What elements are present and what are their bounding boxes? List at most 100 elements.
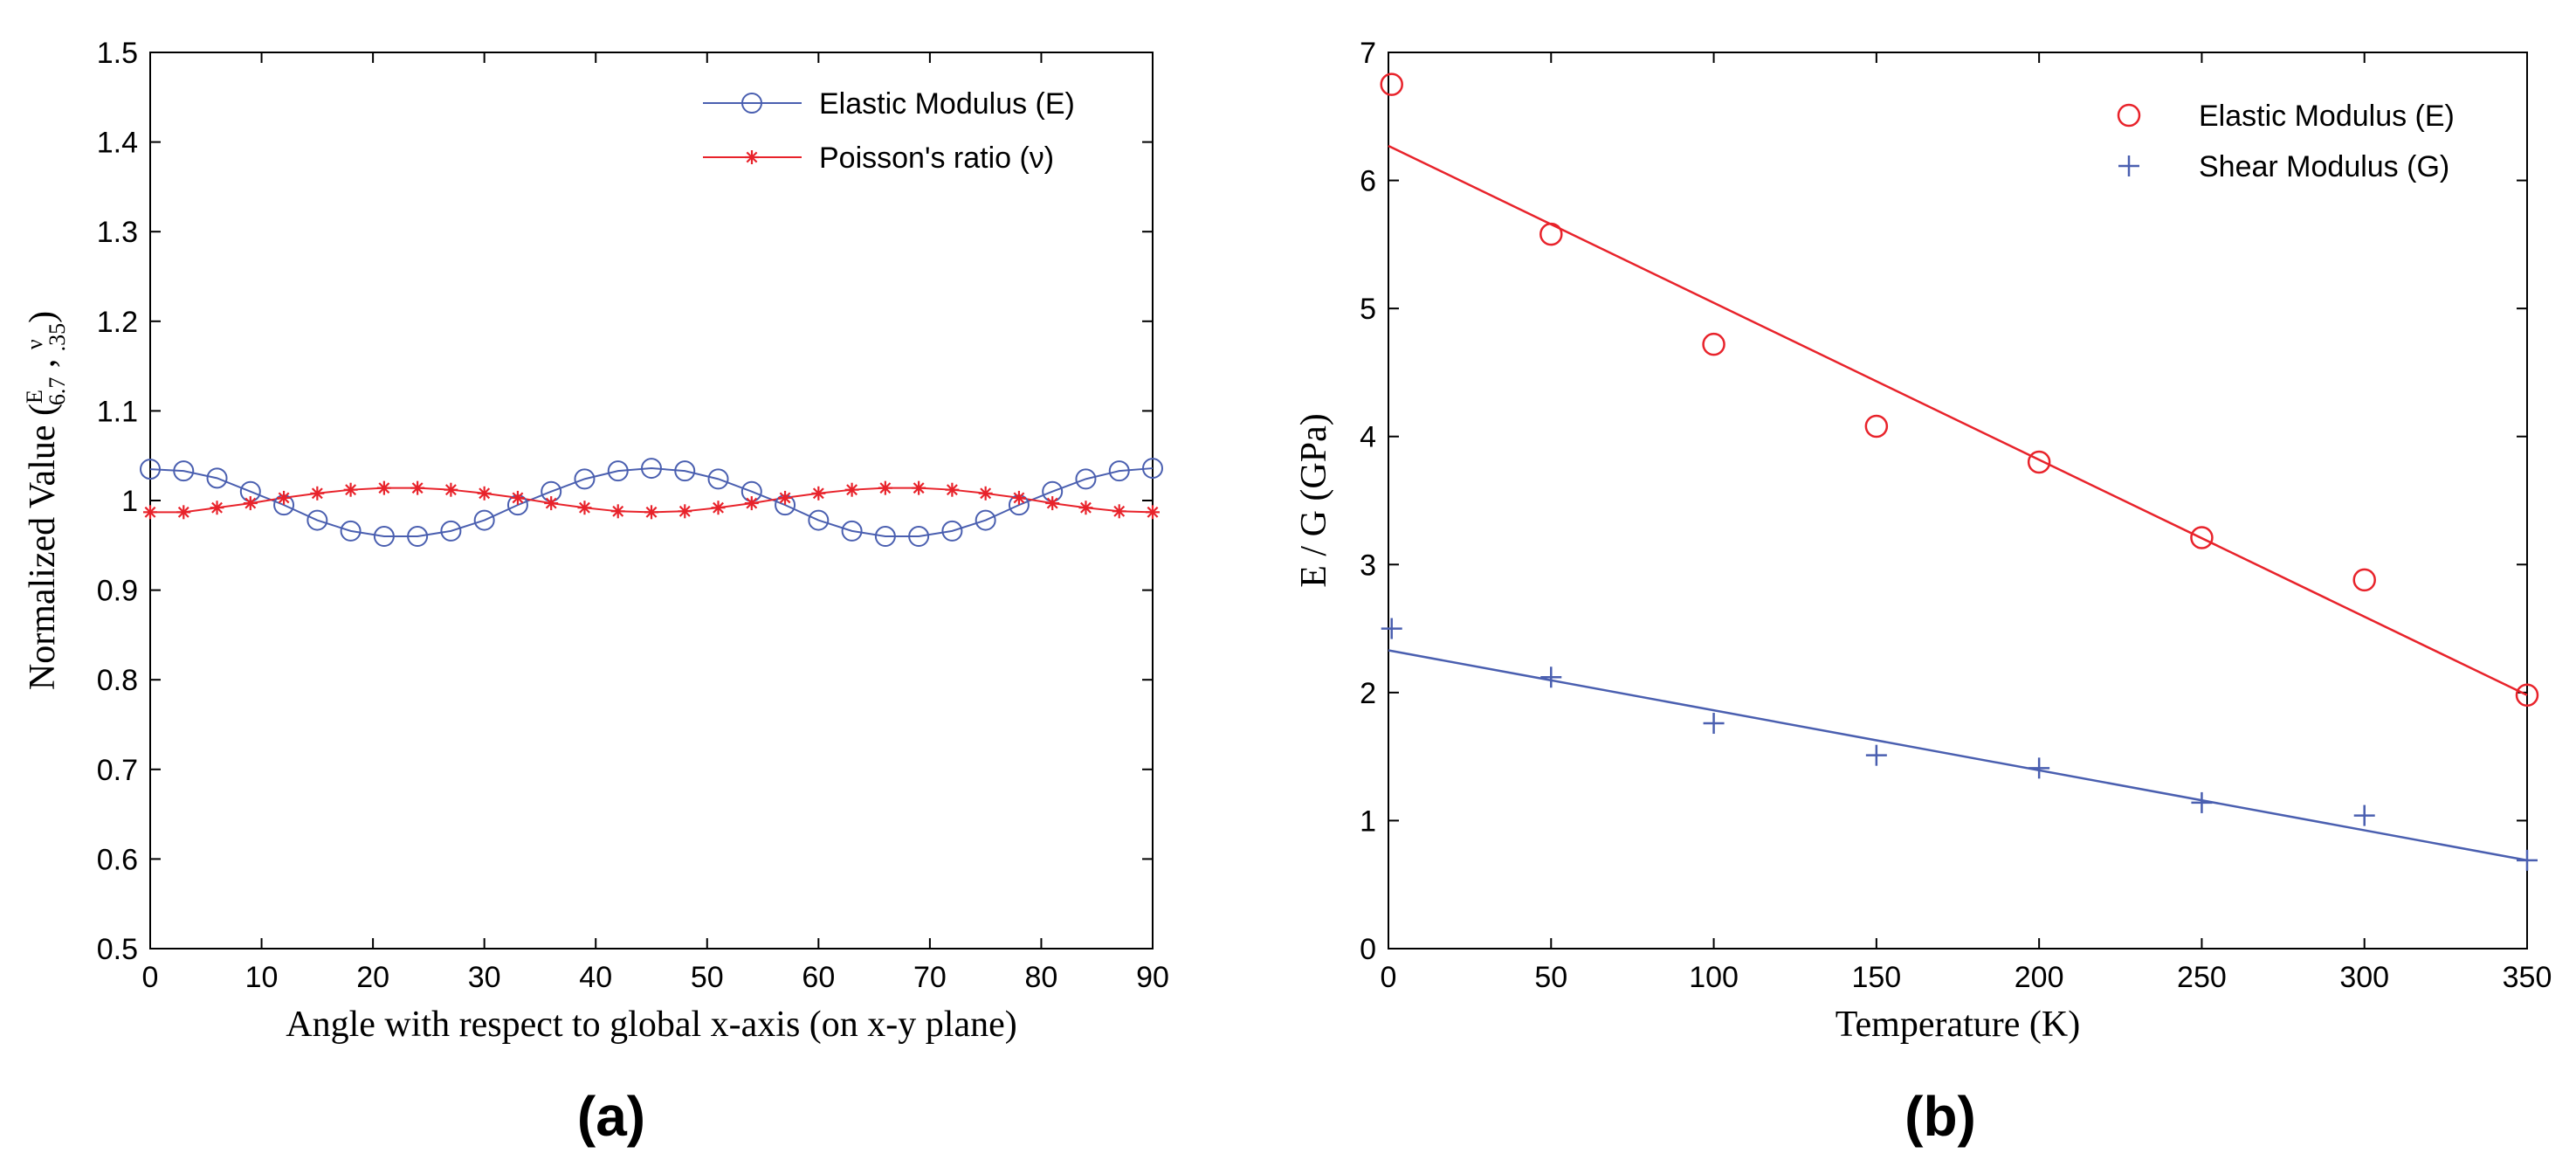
chart-a-point-0: [975, 509, 996, 531]
chart-b-ytick-label: 0: [1360, 933, 1376, 966]
chart-a-point-1: [711, 501, 726, 515]
chart-b-ytick-label: 2: [1360, 677, 1376, 710]
chart-a-point-0: [473, 509, 495, 531]
chart-a-point-0: [340, 520, 362, 542]
chart-a-ylabel-frac1-den: 6.7: [45, 377, 70, 406]
chart-a-point-0: [206, 467, 228, 489]
chart-b-point-1: [2028, 757, 2050, 779]
legend-b-g-label: Shear Modulus (G): [2199, 150, 2449, 183]
chart-b-point-1: [1865, 744, 1887, 766]
chart-a-plot-frame: [149, 52, 1154, 950]
chart-a-series: [140, 458, 1163, 548]
chart-a-point-1: [143, 505, 157, 520]
chart-a-point-1: [678, 504, 692, 519]
legend-b-e-label: Elastic Modulus (E): [2199, 100, 2455, 133]
chart-b-ytick-label: 7: [1360, 37, 1376, 70]
chart-a-point-1: [744, 496, 759, 511]
chart-a-ytick-label: 1.3: [97, 216, 138, 249]
chart-a-point-1: [811, 486, 826, 501]
chart-a-point-1: [410, 480, 425, 495]
chart-b-xtick-label: 250: [2177, 961, 2227, 994]
chart-a-point-1: [444, 482, 458, 497]
chart-a-ytick-label: 1.2: [97, 306, 138, 339]
chart-a-ytick-label: 1.5: [97, 37, 138, 70]
chart-a-legend-box: [672, 70, 1142, 183]
chart-b-xtick-label: 0: [1381, 961, 1397, 994]
chart-a-point-1: [544, 496, 559, 511]
chart-b: 0 50 100 150 200 250 300 350 0 1 2 3 4 5 6 7 Elastic Mo…: [1294, 37, 2552, 1148]
legend-a-e-label: Elastic Modulus (E): [819, 87, 1075, 121]
chart-a-point-1: [477, 486, 492, 501]
chart-a-point-0: [140, 459, 161, 480]
chart-b-xtick-label: 200: [2015, 961, 2064, 994]
chart-a-point-0: [707, 468, 729, 490]
chart-a-point-0: [574, 468, 596, 490]
chart-b-ytick-label: 3: [1360, 549, 1376, 582]
chart-a-point-1: [1112, 504, 1126, 519]
chart-a-xtick-label: 90: [1136, 961, 1169, 994]
chart-a-point-1: [844, 482, 859, 497]
chart-a-point-1: [277, 490, 292, 505]
legend-a-v-asterisk: [745, 150, 759, 164]
chart-a-ytick-label: 0.6: [97, 843, 138, 876]
chart-b-ytick-label: 6: [1360, 165, 1376, 198]
panel-b-label: (b): [1904, 1085, 1976, 1148]
chart-a-point-0: [1142, 458, 1163, 480]
chart-b-ytick-label: 1: [1360, 805, 1376, 838]
chart-b-xlabel: Temperature (K): [1836, 1005, 2080, 1045]
chart-a-point-1: [945, 482, 960, 497]
chart-a: 0 10 20 30 40 50 60 70 80 90 0.5 0.6 0.7 0.8 0.9 1 1.1 1.…: [22, 37, 1169, 1148]
chart-a-ytick-label: 1.1: [97, 395, 138, 428]
chart-a-point-0: [1075, 468, 1097, 490]
chart-b-point-0: [2515, 683, 2539, 708]
panel-a-label: (a): [577, 1085, 645, 1148]
chart-b-point-1: [2517, 849, 2538, 871]
chart-b-fit-line-1: [1388, 649, 2528, 862]
chart-a-point-1: [978, 486, 993, 501]
chart-b-point-0: [1864, 414, 1889, 439]
chart-b-point-0: [2352, 568, 2376, 592]
chart-a-point-1: [778, 490, 793, 505]
chart-a-ytick-label: 1.4: [97, 127, 138, 160]
chart-a-point-1: [610, 504, 625, 519]
chart-b-plot-frame: [1388, 52, 2528, 950]
chart-a-ytick-label: 1: [121, 485, 138, 518]
chart-b-point-0: [1539, 222, 1563, 246]
chart-a-xtick-label: 40: [579, 961, 612, 994]
chart-a-point-1: [176, 505, 191, 520]
chart-a-point-1: [1078, 501, 1093, 515]
chart-a-ytick-label: 0.7: [97, 754, 138, 787]
chart-a-ticks: 0 10 20 30 40 50 60 70 80 90 0.5 0.6 0.7 0.8 0.9 1 1.1 1.…: [97, 37, 1169, 994]
chart-a-xtick-label: 10: [245, 961, 279, 994]
chart-a-point-0: [941, 520, 963, 542]
chart-a-point-1: [376, 480, 391, 495]
chart-b-ytick-label: 4: [1360, 421, 1376, 454]
chart-a-point-1: [1045, 496, 1060, 511]
chart-a-point-0: [908, 526, 930, 548]
chart-a-xtick-label: 60: [802, 961, 835, 994]
chart-a-xtick-label: 80: [1025, 961, 1058, 994]
chart-b-series: [1380, 73, 2539, 871]
chart-a-point-0: [407, 526, 429, 548]
chart-a-point-1: [243, 496, 258, 511]
chart-a-point-0: [841, 520, 863, 542]
chart-a-point-1: [310, 486, 325, 501]
chart-b-ylabel: E / G (GPa): [1294, 413, 1334, 587]
chart-a-point-0: [173, 460, 195, 482]
chart-b-point-0: [1702, 332, 1725, 356]
chart-b-xtick-label: 300: [2339, 961, 2389, 994]
legend-b-e-marker: [2117, 103, 2141, 128]
chart-b-point-1: [2191, 791, 2213, 813]
chart-a-point-0: [674, 460, 696, 482]
chart-b-ticks: 0 50 100 150 200 250 300 350 0 1 2 3 4 5 6 7: [1360, 37, 2552, 994]
chart-b-point-1: [1703, 713, 1725, 735]
chart-b-legend: Elastic Modulus (E) Shear Modulus (G): [2117, 100, 2455, 183]
chart-a-ylabel-frac2-den: .35: [45, 323, 70, 352]
chart-b-xtick-label: 100: [1689, 961, 1739, 994]
legend-a-e-marker: [741, 93, 762, 114]
svg-text:Normalized Value (E6.7 , ν.35): Normalized Value (E6.7 , ν.35): [22, 311, 70, 690]
legend-b-g-marker: [2118, 155, 2139, 176]
chart-a-point-0: [373, 526, 395, 548]
chart-a-xtick-label: 30: [468, 961, 501, 994]
